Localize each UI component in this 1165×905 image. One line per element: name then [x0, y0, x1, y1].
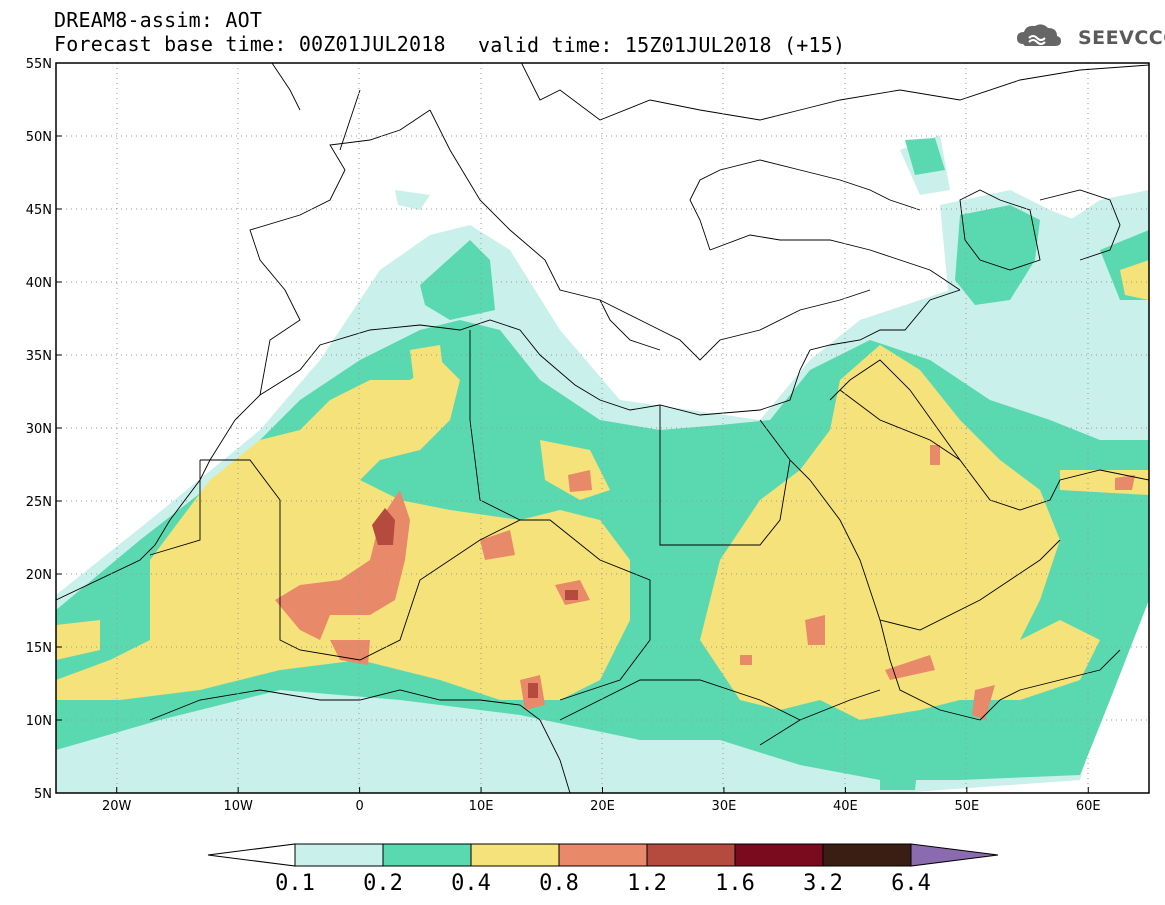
colorbar-label: 3.2 [803, 871, 843, 896]
lat-tick-label: 40N [26, 276, 52, 291]
lat-tick-label: 5N [34, 787, 52, 802]
forecast-base-time: Forecast base time: 00Z01JUL2018 [54, 32, 446, 56]
lat-tick-label: 55N [26, 57, 52, 72]
lon-tick-label: 20E [590, 799, 615, 814]
lon-tick-label: 40E [833, 799, 858, 814]
colorbar-swatch [646, 843, 736, 867]
aot-contour-fields [56, 135, 1149, 793]
aot-band-0.8 [275, 490, 410, 640]
colorbar-swatch [558, 843, 648, 867]
lon-tick-label: 30E [712, 799, 737, 814]
lat-tick-label: 10N [26, 714, 52, 729]
lat-tick-label: 45N [26, 203, 52, 218]
lon-tick-label: 20W [102, 799, 132, 814]
lat-tick-label: 20N [26, 568, 52, 583]
logo-text: SEEVCCC [1078, 27, 1165, 49]
colorbar-swatch [382, 843, 472, 867]
aot-band-0.4 [56, 360, 630, 700]
colorbar-label: 1.2 [627, 871, 667, 896]
lon-tick-label: 50E [954, 799, 979, 814]
colorbar-label: 6.4 [891, 871, 931, 896]
colorbar-under-arrow [207, 843, 296, 867]
lon-tick-label: 0 [355, 799, 363, 814]
colorbar-swatch [470, 843, 560, 867]
latitude-axis: 5N 10N 15N 20N 25N 30N 35N 40N 45N 50N 55N [26, 57, 62, 802]
lat-tick-label: 25N [26, 495, 52, 510]
colorbar-label: 0.2 [363, 871, 403, 896]
aot-colorbar: 0.1 0.2 0.4 0.8 1.2 1.6 3.2 6.4 [207, 843, 999, 896]
longitude-axis: 20W 10W 0 10E 20E 30E 40E 50E 60E [102, 787, 1101, 814]
colorbar-label: 1.6 [715, 871, 755, 896]
lon-tick-label: 10W [223, 799, 253, 814]
valid-time: valid time: 15Z01JUL2018 (+15) [478, 33, 846, 57]
colorbar-swatch [822, 843, 912, 867]
coastlines-borders [56, 63, 1149, 793]
lon-tick-label: 10E [469, 799, 494, 814]
colorbar-label: 0.4 [451, 871, 491, 896]
colorbar-swatch [734, 843, 824, 867]
map-title: DREAM8-assim: AOT [54, 8, 263, 32]
lat-tick-label: 30N [26, 422, 52, 437]
aot-band-1.2 [372, 508, 395, 545]
graticule [56, 63, 1149, 793]
lat-tick-label: 35N [26, 349, 52, 364]
colorbar-label: 0.8 [539, 871, 579, 896]
colorbar-over-arrow [910, 843, 999, 867]
lat-tick-label: 50N [26, 130, 52, 145]
cloud-logo-icon [1017, 24, 1061, 46]
lat-tick-label: 15N [26, 641, 52, 656]
colorbar-swatch [294, 843, 384, 867]
lon-tick-label: 60E [1076, 799, 1101, 814]
colorbar-label: 0.1 [275, 871, 315, 896]
